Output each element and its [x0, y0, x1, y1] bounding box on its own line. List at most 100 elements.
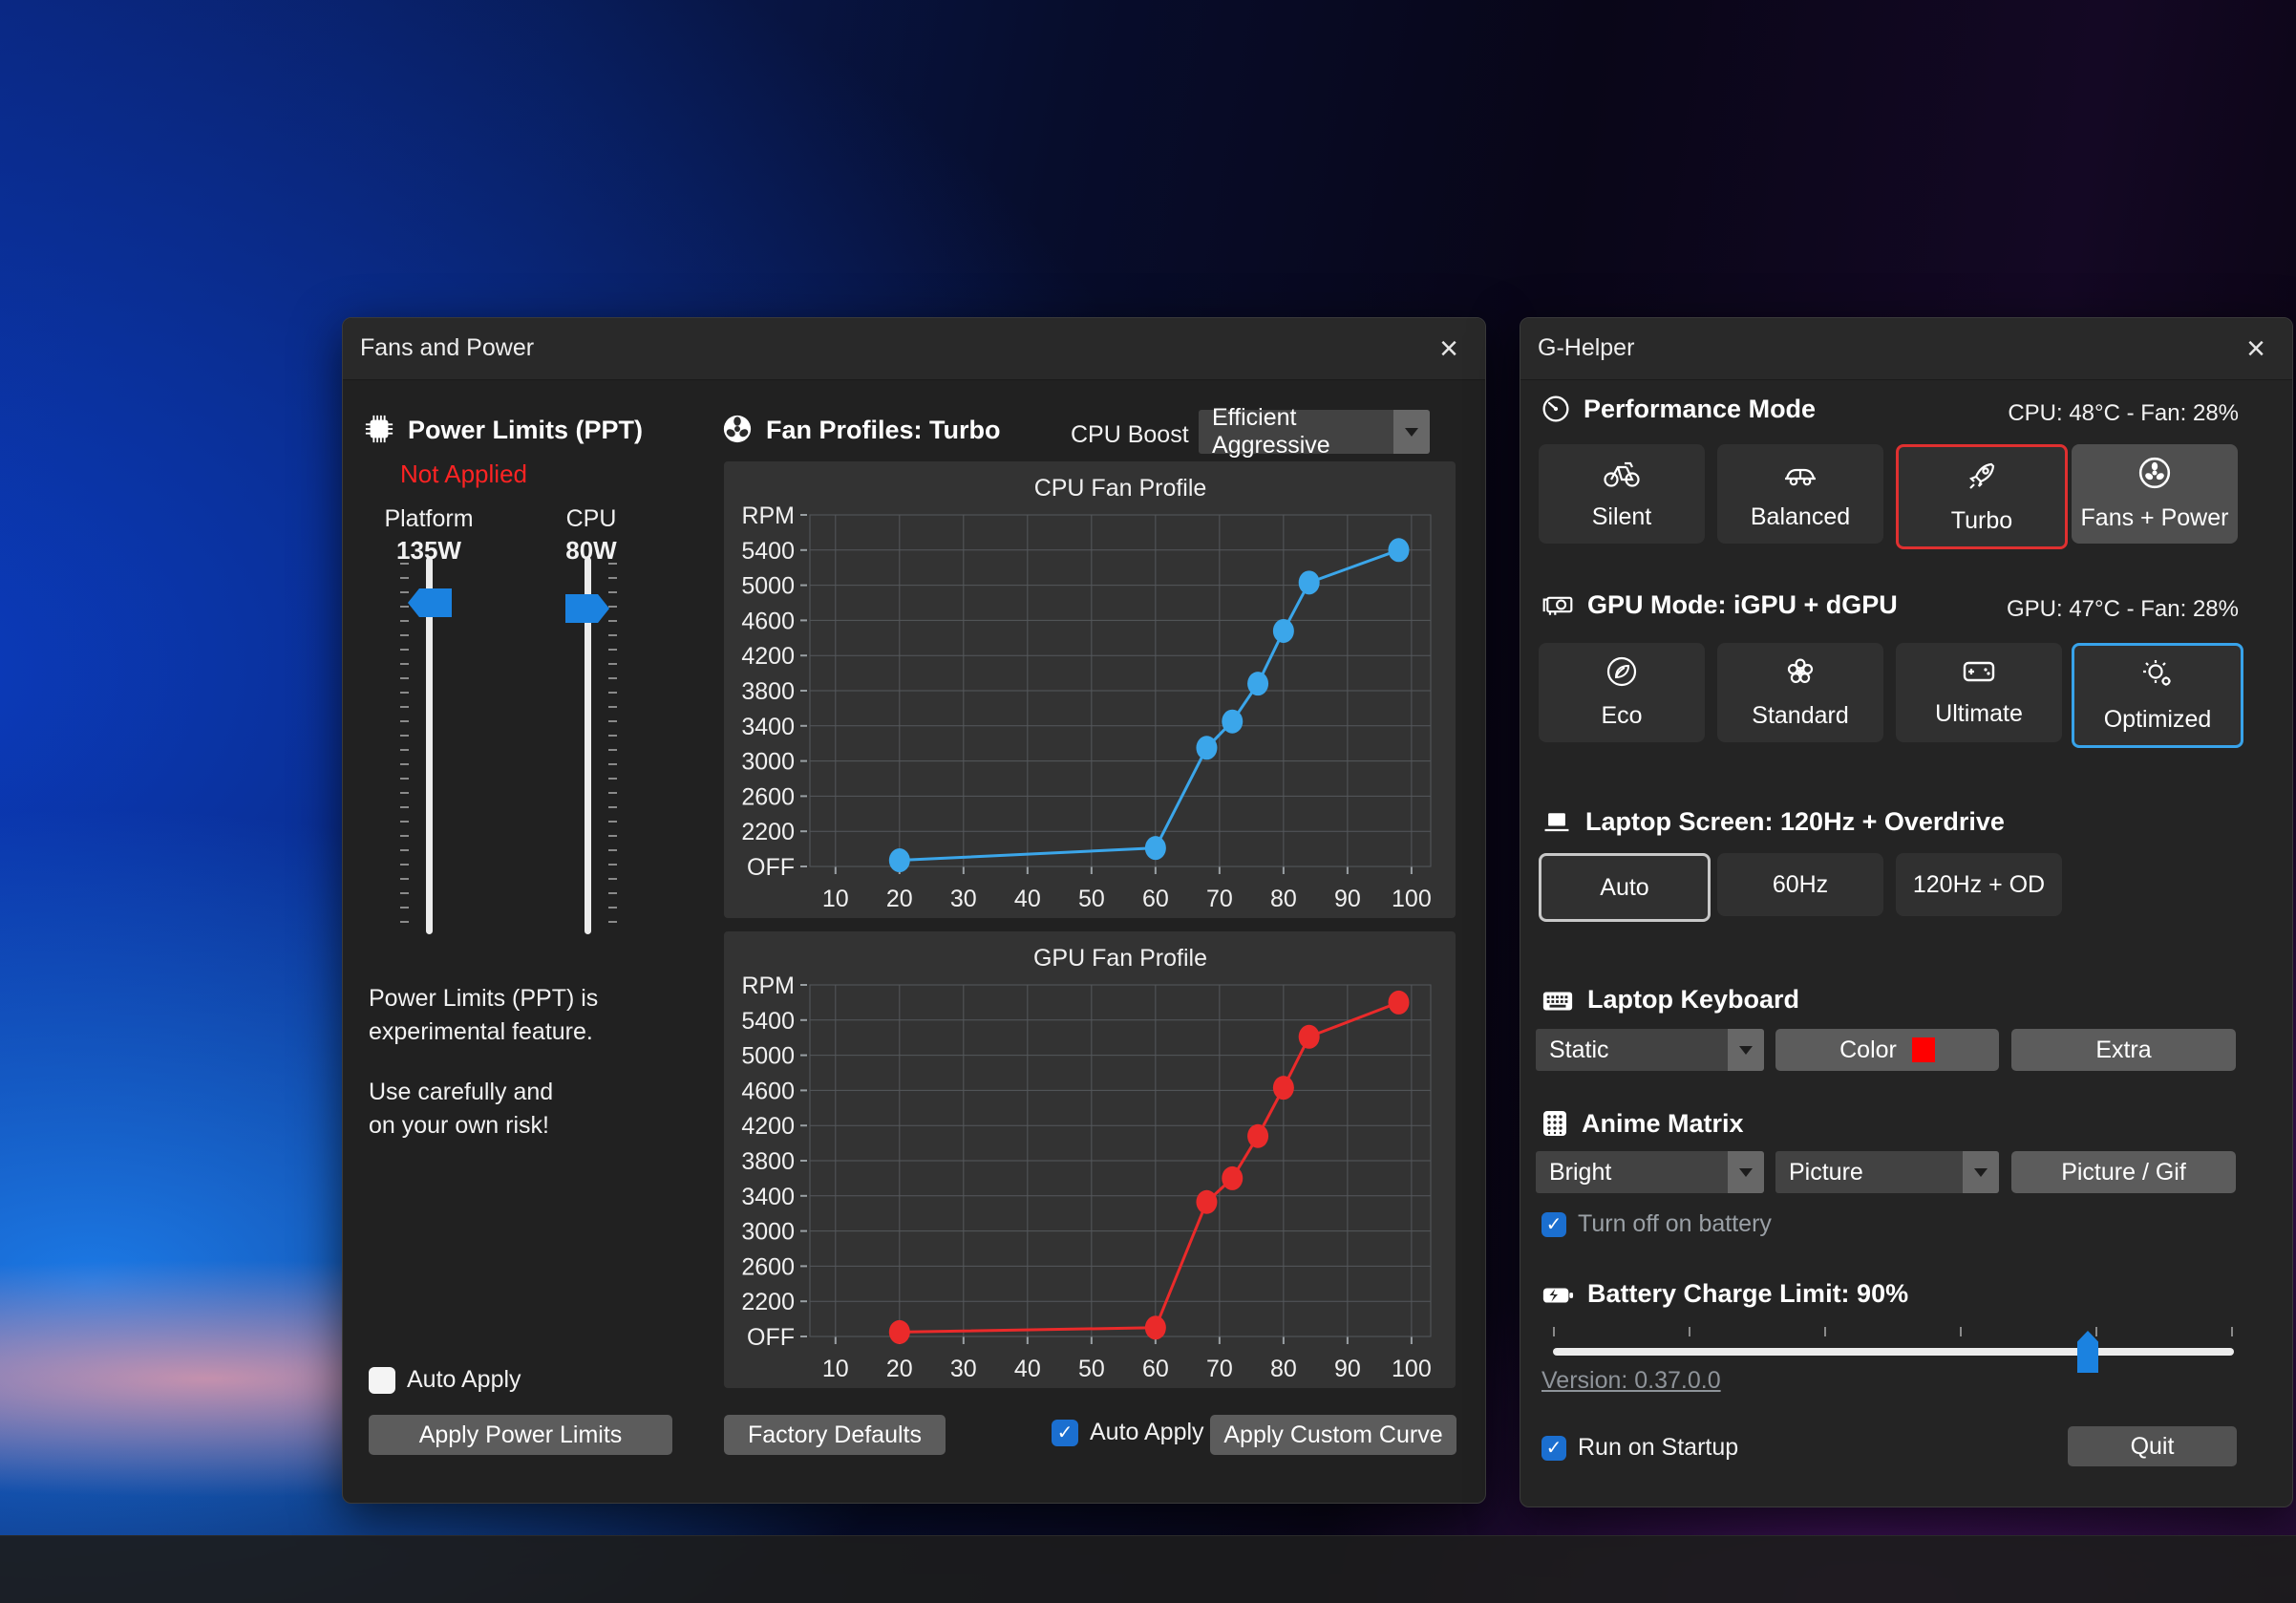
- svg-text:40: 40: [1014, 1356, 1041, 1382]
- svg-text:100: 100: [1392, 886, 1432, 912]
- screen-auto-button[interactable]: Auto: [1539, 853, 1711, 922]
- svg-text:GPU Fan Profile: GPU Fan Profile: [1033, 945, 1207, 972]
- factory-defaults-button[interactable]: Factory Defaults: [724, 1415, 946, 1455]
- svg-text:5000: 5000: [741, 573, 795, 600]
- fans-titlebar[interactable]: Fans and Power ×: [343, 318, 1485, 380]
- gpu-ultimate-button[interactable]: Ultimate: [1896, 643, 2062, 742]
- battery-limit-header: Battery Charge Limit: 90%: [1541, 1279, 1908, 1313]
- svg-text:3400: 3400: [741, 714, 795, 740]
- power-auto-apply-checkbox[interactable]: [369, 1366, 395, 1394]
- platform-slider-thumb[interactable]: [408, 588, 452, 617]
- platform-slider[interactable]: [426, 557, 433, 934]
- svg-text:60: 60: [1142, 886, 1169, 912]
- power-limits-header: Power Limits (PPT): [364, 414, 643, 449]
- svg-text:5400: 5400: [741, 1008, 795, 1035]
- battery-slider-thumb[interactable]: [2077, 1331, 2098, 1373]
- svg-text:4200: 4200: [741, 1113, 795, 1140]
- svg-text:10: 10: [822, 886, 849, 912]
- fan-icon: [722, 414, 753, 449]
- cpu-boost-dropdown[interactable]: Efficient Aggressive: [1199, 404, 1430, 459]
- apply-custom-curve-button[interactable]: Apply Custom Curve: [1210, 1415, 1456, 1455]
- svg-text:2200: 2200: [741, 819, 795, 845]
- gpu-temp-status: GPU: 47°C - Fan: 28%: [2006, 596, 2239, 622]
- curve-auto-apply-label: Auto Apply: [1090, 1419, 1204, 1445]
- svg-text:60: 60: [1142, 1356, 1169, 1382]
- svg-text:4600: 4600: [741, 1078, 795, 1104]
- matrix-icon: [1541, 1109, 1568, 1143]
- close-icon[interactable]: ×: [2246, 331, 2265, 367]
- mode-turbo-button[interactable]: Turbo: [1896, 444, 2068, 549]
- gauge-icon: [1541, 395, 1570, 428]
- power-auto-apply-label: Auto Apply: [407, 1366, 521, 1393]
- battery-slider-ticks: [1553, 1327, 2234, 1336]
- turn-off-battery-checkbox[interactable]: ✓: [1541, 1211, 1566, 1237]
- close-icon[interactable]: ×: [1439, 331, 1458, 367]
- screen-60hz-button[interactable]: 60Hz: [1717, 853, 1883, 916]
- keyboard-mode-value: Static: [1549, 1036, 1609, 1063]
- gpu-optimized-button[interactable]: Optimized: [2072, 643, 2243, 748]
- cpu-fan-chart[interactable]: CPU Fan Profile 10 20 30 40 50 60 70 80 90 100 OFF 2…: [724, 461, 1456, 918]
- fans-window-title: Fans and Power: [360, 334, 535, 361]
- svg-text:30: 30: [950, 1356, 977, 1382]
- svg-text:RPM: RPM: [741, 972, 795, 999]
- svg-text:40: 40: [1014, 886, 1041, 912]
- power-limits-status: Not Applied: [400, 460, 527, 488]
- color-swatch: [1911, 1037, 1935, 1062]
- laptop-screen-header: Laptop Screen: 120Hz + Overdrive: [1541, 807, 2005, 841]
- svg-text:3400: 3400: [741, 1184, 795, 1210]
- leaf-icon: [1605, 655, 1638, 693]
- gpu-mode-header: GPU Mode: iGPU + dGPU: [1541, 590, 1898, 624]
- keyboard-extra-button[interactable]: Extra: [2011, 1029, 2236, 1071]
- screen-120hz-od-button[interactable]: 120Hz + OD: [1896, 853, 2062, 916]
- keyboard-icon: [1541, 989, 1574, 1018]
- gpu-fan-chart[interactable]: GPU Fan Profile 10 20 30 40 50 60 70 80 90 100 OFF 2…: [724, 931, 1456, 1388]
- gpu-card-icon: [1541, 590, 1574, 624]
- mode-fans-power-button[interactable]: Fans + Power: [2072, 444, 2238, 544]
- curve-auto-apply-row: ✓ Auto Apply: [1052, 1419, 1204, 1446]
- power-auto-apply-row: Auto Apply: [369, 1366, 521, 1394]
- svg-text:RPM: RPM: [741, 502, 795, 529]
- fans-power-window: Fans and Power × Power Limits (PPT) Not …: [342, 317, 1486, 1504]
- laptop-screen-title: Laptop Screen: 120Hz + Overdrive: [1585, 807, 2005, 836]
- mode-balanced-button[interactable]: Balanced: [1717, 444, 1883, 544]
- curve-auto-apply-checkbox[interactable]: ✓: [1052, 1419, 1078, 1446]
- chevron-down-icon[interactable]: [1963, 1151, 1999, 1193]
- cpu-slider[interactable]: [585, 557, 591, 934]
- svg-text:50: 50: [1078, 1356, 1105, 1382]
- keyboard-color-button[interactable]: Color: [1775, 1029, 1999, 1071]
- run-on-startup-checkbox[interactable]: ✓: [1541, 1435, 1566, 1461]
- chevron-down-icon[interactable]: [1728, 1029, 1764, 1071]
- bicycle-icon: [1603, 457, 1641, 494]
- apply-power-limits-button[interactable]: Apply Power Limits: [369, 1415, 672, 1455]
- svg-text:100: 100: [1392, 1356, 1432, 1382]
- matrix-picture-gif-button[interactable]: Picture / Gif: [2011, 1151, 2236, 1193]
- chevron-down-icon[interactable]: [1393, 410, 1430, 454]
- console-icon: [1960, 657, 1998, 691]
- cpu-boost-value: Efficient Aggressive: [1212, 404, 1330, 459]
- fan-profiles-title: Fan Profiles: Turbo: [766, 416, 1001, 444]
- quit-button[interactable]: Quit: [2068, 1426, 2237, 1466]
- matrix-brightness-dropdown[interactable]: Bright: [1536, 1151, 1764, 1193]
- ghelper-titlebar[interactable]: G-Helper ×: [1520, 318, 2292, 380]
- svg-text:50: 50: [1078, 886, 1105, 912]
- matrix-mode-dropdown[interactable]: Picture: [1775, 1151, 1999, 1193]
- performance-mode-title: Performance Mode: [1584, 395, 1817, 423]
- fan-circle-icon: [2137, 456, 2172, 495]
- cpu-value: 80W: [565, 536, 617, 565]
- chevron-down-icon[interactable]: [1728, 1151, 1764, 1193]
- svg-text:90: 90: [1334, 886, 1361, 912]
- ghelper-window-title: G-Helper: [1538, 334, 1635, 361]
- version-link[interactable]: Version: 0.37.0.0: [1541, 1367, 1721, 1394]
- gpu-eco-button[interactable]: Eco: [1539, 643, 1705, 742]
- chip-icon: [364, 414, 394, 449]
- mode-silent-button[interactable]: Silent: [1539, 444, 1705, 544]
- keyboard-mode-dropdown[interactable]: Static: [1536, 1029, 1764, 1071]
- laptop-keyboard-title: Laptop Keyboard: [1587, 985, 1800, 1014]
- gpu-standard-button[interactable]: Standard: [1717, 643, 1883, 742]
- matrix-mode-value: Picture: [1789, 1158, 1863, 1186]
- cpu-slider-ticks: [608, 563, 617, 928]
- gpu-mode-title: GPU Mode: iGPU + dGPU: [1587, 590, 1898, 619]
- cpu-slider-thumb[interactable]: [565, 594, 609, 623]
- battery-slider-track[interactable]: [1553, 1348, 2234, 1356]
